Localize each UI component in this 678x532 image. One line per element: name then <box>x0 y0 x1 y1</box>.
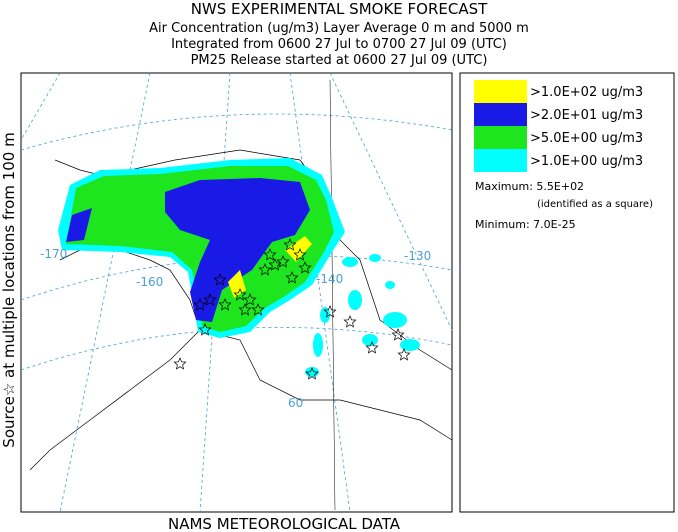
plume-yellow <box>285 236 312 262</box>
source-star <box>283 238 297 251</box>
source-star <box>298 261 312 274</box>
map-label: -130 <box>404 249 431 263</box>
border <box>329 79 336 511</box>
source-star <box>285 271 299 284</box>
source-star <box>365 341 379 354</box>
plume-specks <box>305 254 420 377</box>
map-label: -140 <box>316 272 343 286</box>
source-star <box>173 357 187 370</box>
legend-items: >1.0E+02 ug/m3 >2.0E+01 ug/m3 >5.0E+00 ug/… <box>474 80 643 172</box>
legend-swatch <box>474 126 527 149</box>
legend-swatch <box>474 80 527 103</box>
subtitle: Integrated from 0600 27 Jul to 0700 27 J… <box>171 37 507 52</box>
source-star <box>276 255 290 268</box>
source-star <box>243 293 257 306</box>
source-star <box>397 348 411 361</box>
source-star <box>238 303 252 316</box>
source-star <box>263 248 277 261</box>
map-label: -170 <box>40 247 67 261</box>
map-label: -160 <box>136 275 163 289</box>
plume-yellow <box>228 270 246 298</box>
sources <box>173 238 411 380</box>
source-star <box>198 323 212 336</box>
source-star <box>268 258 282 271</box>
source-star <box>218 298 232 311</box>
maximum-note: (identified as a square) <box>537 199 653 210</box>
source-star <box>213 273 227 286</box>
map-label: 60 <box>288 396 303 410</box>
source-star <box>305 367 319 380</box>
source-star <box>258 263 272 276</box>
maximum: Maximum: 5.5E+02 <box>475 180 584 193</box>
source-star <box>391 328 405 341</box>
title: NWS EXPERIMENTAL SMOKE FORECAST <box>191 0 488 18</box>
legend-swatch <box>474 103 527 126</box>
plume-blue <box>165 178 310 322</box>
source-star <box>323 305 337 318</box>
side-label: Source☆ at multiple locations from 100 m <box>0 132 18 447</box>
map: -170 -160 -140 -130 60 <box>20 72 453 513</box>
legend-swatch <box>474 149 527 172</box>
legend-label: >5.0E+00 ug/m3 <box>530 131 643 146</box>
source-star <box>233 288 247 301</box>
subtitle: PM25 Release started at 0600 27 Jul 09 (… <box>191 53 488 68</box>
legend-label: >1.0E+00 ug/m3 <box>530 154 643 169</box>
legend: >1.0E+02 ug/m3 >2.0E+01 ug/m3 >5.0E+00 ug/… <box>459 72 675 513</box>
source-star <box>343 315 357 328</box>
source-star <box>251 303 265 316</box>
source-star <box>193 298 207 311</box>
source-star <box>293 248 307 261</box>
subtitle: Air Concentration (ug/m3) Layer Average … <box>149 21 529 36</box>
legend-label: >2.0E+01 ug/m3 <box>530 108 643 123</box>
minimum: Minimum: 7.0E-25 <box>475 218 576 231</box>
legend-label: >1.0E+02 ug/m3 <box>530 85 643 100</box>
source-star <box>203 293 217 306</box>
footer: NAMS METEOROLOGICAL DATA <box>168 515 401 532</box>
plume-blue <box>66 208 92 242</box>
